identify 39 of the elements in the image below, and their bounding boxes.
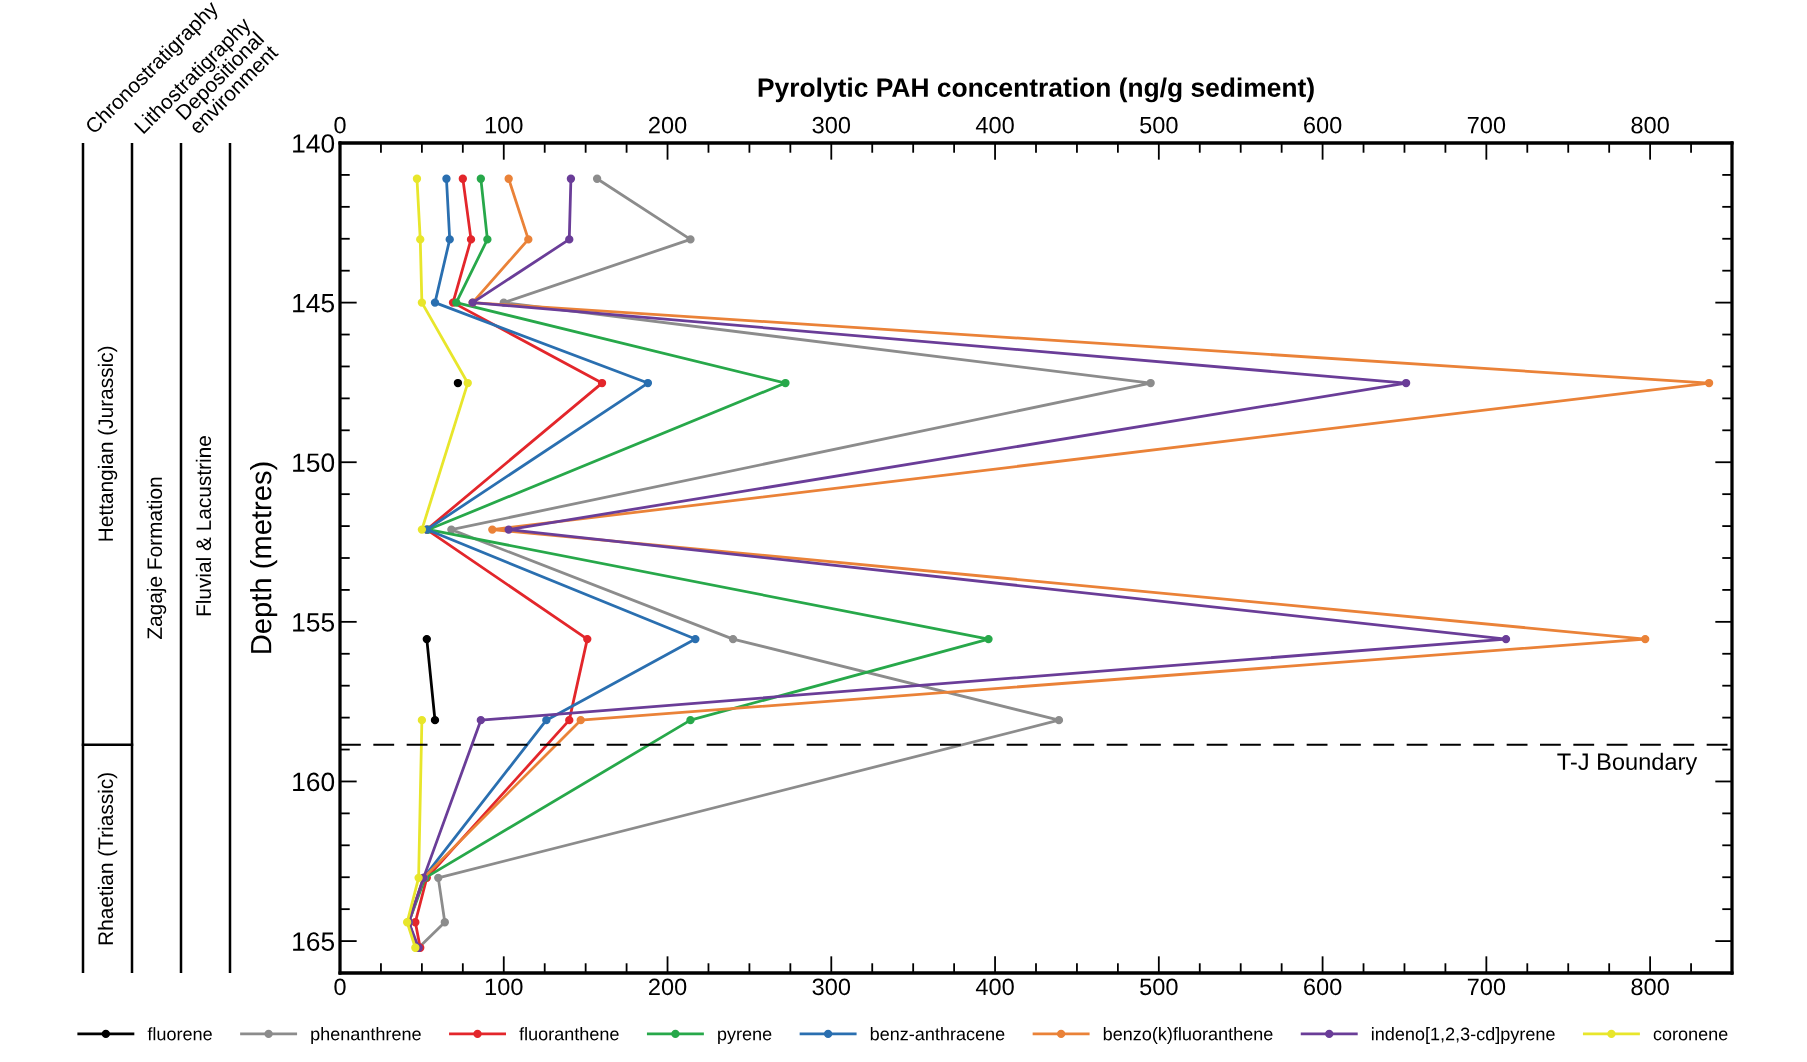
y-tick-label: 140 (293, 134, 335, 153)
x2-tick-label: 500 (1140, 116, 1178, 134)
text: Hettangian (Jurassic) (97, 346, 118, 541)
legend-label: fluorene (147, 1027, 212, 1041)
x-tick-label: 300 (812, 978, 851, 996)
x-tick-label: 600 (1304, 978, 1342, 996)
y-tick-label: 150 (293, 453, 335, 473)
text: Rhaetian (Triassic) (97, 773, 118, 945)
x-tick-label: 700 (1467, 978, 1506, 996)
legend-label: pyrene (718, 1030, 772, 1044)
x2-tick-label: 400 (975, 116, 1014, 134)
text: Fluvial & Lacustrine (195, 436, 212, 616)
legend-label: indeno[1,2,3-cd]pyrene (1371, 1027, 1555, 1044)
x-tick-label: 400 (975, 978, 1014, 996)
y-axis-title: Depth (metres) (250, 462, 278, 653)
y-tick-label: 165 (293, 932, 335, 951)
x2-tick-label: 100 (485, 116, 523, 134)
text: Zagaje Formation (146, 477, 167, 639)
legend-label: benzo(k)fluoranthene (1103, 1027, 1273, 1044)
legend-label: phenanthrene (311, 1027, 421, 1044)
x2-tick-label: 800 (1631, 116, 1669, 134)
x-tick-label: 500 (1140, 978, 1178, 996)
legend-label: fluoranthene (519, 1027, 619, 1041)
legend-label: benz-anthracene (870, 1027, 1005, 1041)
x-tick-label: 100 (485, 978, 523, 996)
x-tick-label: 0 (334, 978, 346, 996)
x2-axis-title: Pyrolytic PAH concentration (ng/g sediment) (758, 77, 1314, 103)
y-tick-label: 155 (293, 613, 335, 632)
y-tick-label: 160 (293, 772, 335, 792)
y-tick-label: 145 (293, 294, 335, 313)
ref-line-label: T-J Boundary (1557, 752, 1698, 775)
x2-tick-label: 0 (334, 116, 346, 134)
legend-label: coronene (1653, 1030, 1728, 1041)
x2-tick-label: 600 (1304, 116, 1342, 134)
x2-tick-label: 300 (812, 116, 851, 134)
x-tick-label: 200 (649, 978, 687, 996)
x2-tick-label: 200 (649, 116, 687, 134)
x2-tick-label: 700 (1467, 116, 1506, 134)
x-tick-label: 800 (1631, 978, 1669, 996)
